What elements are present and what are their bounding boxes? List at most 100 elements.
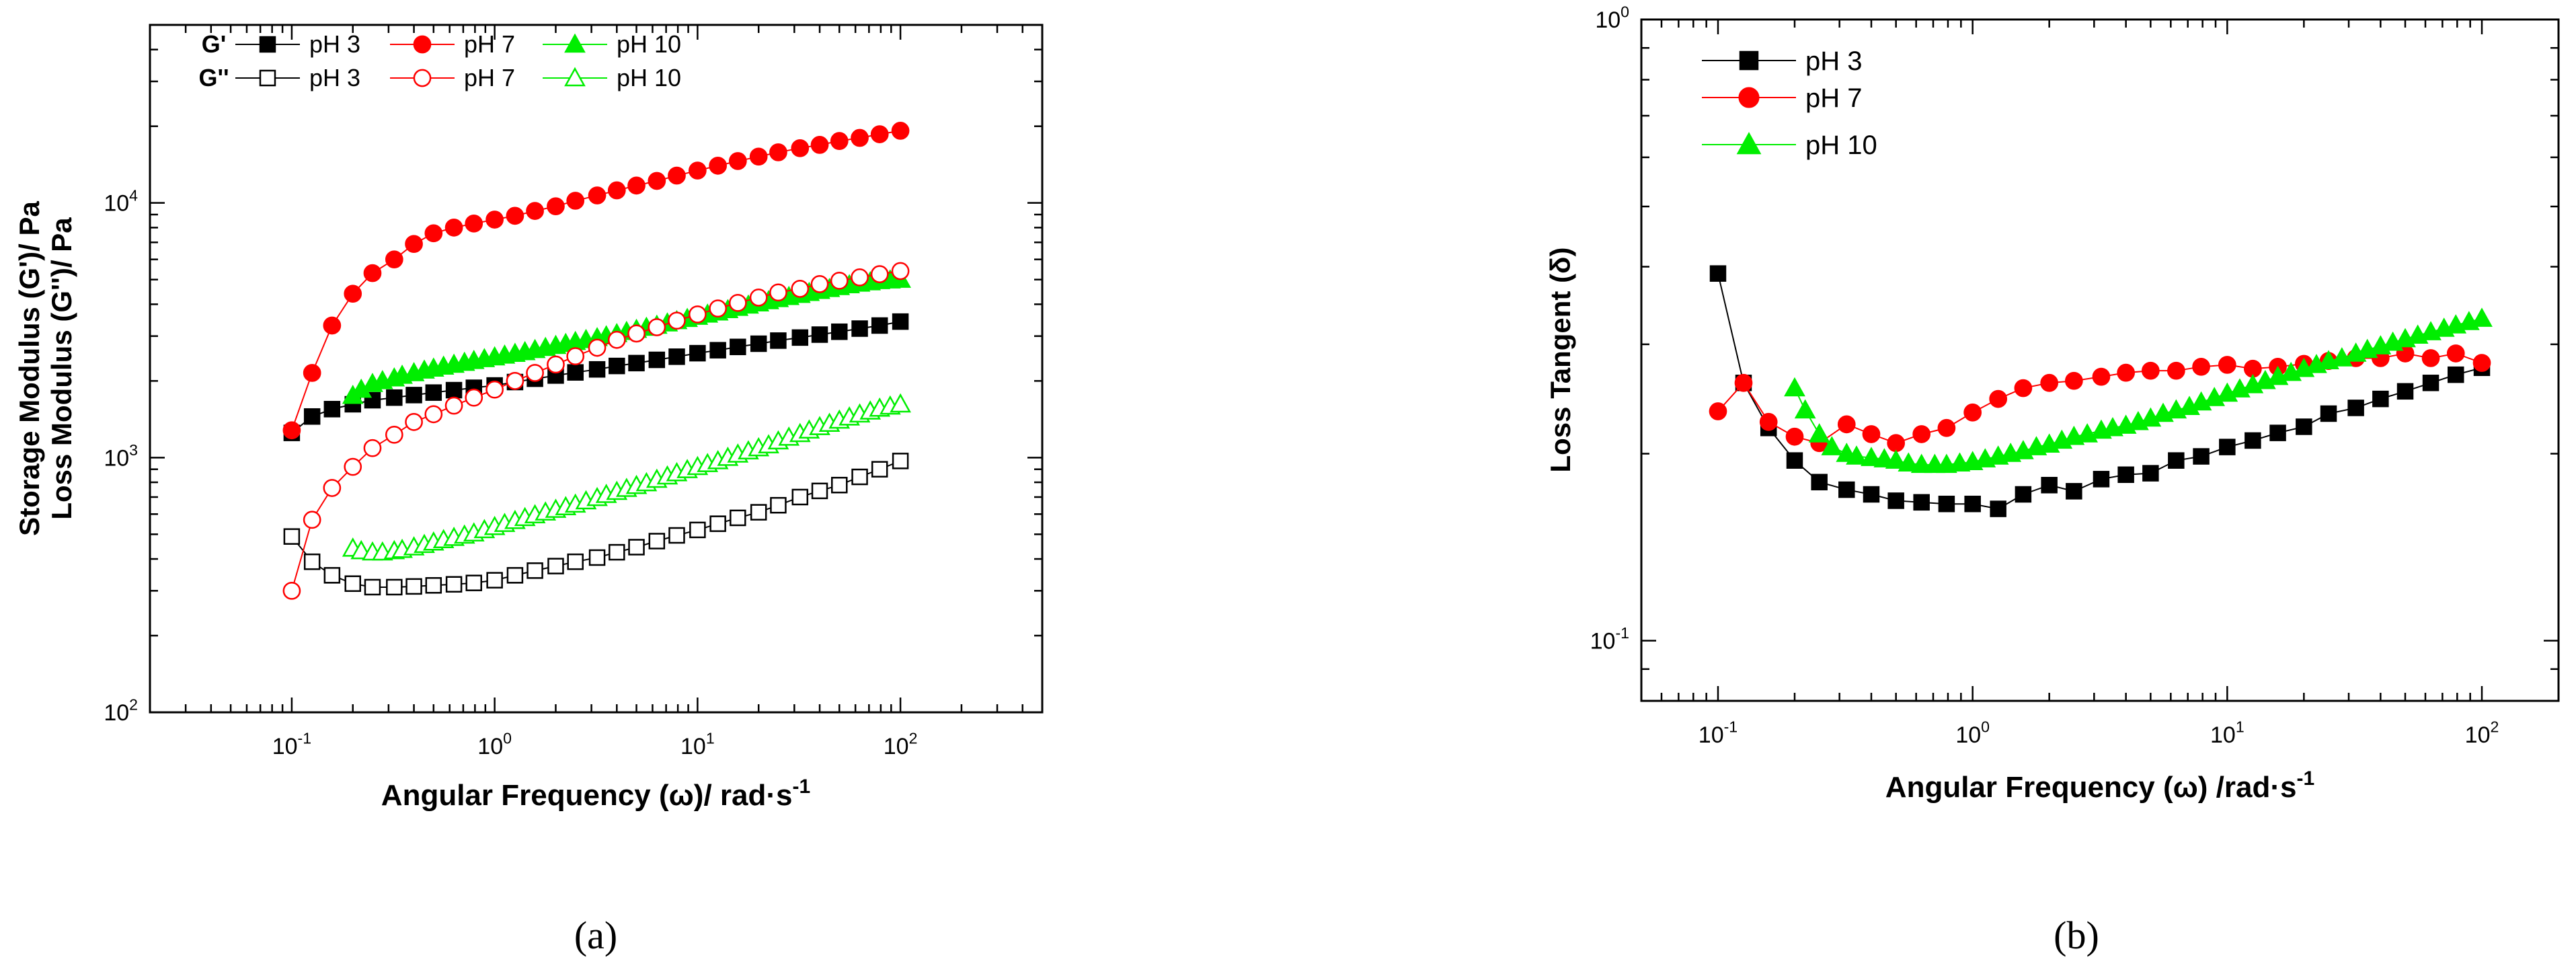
data-point	[465, 574, 482, 591]
panel-a-legend: G' pH 3 pH 7 pH 10 G'' pH 3 pH 7 pH 10	[198, 30, 681, 91]
panel-b-legend: pH 3 pH 7 pH 10	[1702, 46, 1877, 160]
x-tick-label: 100	[477, 730, 512, 759]
data-point	[831, 323, 848, 340]
panel-a-xlabel: Angular Frequency (ω)/ rad·s-1	[381, 776, 810, 812]
data-point	[2141, 361, 2160, 380]
data-point	[810, 275, 829, 293]
data-point	[588, 549, 606, 566]
data-point	[465, 214, 483, 233]
data-point	[770, 496, 787, 514]
data-point	[668, 311, 686, 330]
data-point	[465, 388, 483, 407]
data-point	[1709, 265, 1727, 282]
data-point	[648, 172, 666, 190]
data-point	[567, 364, 584, 381]
data-point	[2142, 465, 2159, 482]
data-point	[2066, 483, 2082, 500]
data-point	[526, 202, 544, 220]
data-point	[628, 354, 645, 372]
data-point	[689, 305, 707, 324]
data-point	[810, 136, 829, 154]
data-point	[588, 186, 607, 204]
data-point	[445, 576, 463, 593]
data-point	[566, 192, 585, 210]
data-point	[831, 476, 848, 494]
y-tick-label: 102	[104, 696, 138, 726]
data-point	[1808, 423, 1830, 443]
data-point	[385, 425, 403, 444]
panel-b-ticks: 10-1 100 101 102 10-1 100	[1590, 3, 2560, 748]
data-point	[2014, 379, 2033, 398]
data-point	[1862, 425, 1881, 443]
data-point	[769, 283, 787, 302]
legend-entry-label: pH 7	[1805, 83, 1863, 113]
legend-marker	[564, 67, 586, 87]
data-point	[851, 320, 868, 337]
data-point	[506, 206, 524, 225]
data-point	[791, 329, 809, 346]
data-point	[2269, 424, 2286, 441]
data-point	[323, 567, 341, 584]
data-point	[385, 250, 403, 269]
x-tick-label: 10-1	[1699, 718, 1738, 748]
data-point	[363, 264, 382, 282]
data-point	[526, 562, 543, 579]
legend-marker	[564, 33, 586, 53]
data-point	[730, 509, 746, 527]
legend-marker	[259, 36, 276, 53]
data-point	[588, 338, 607, 357]
data-point	[1937, 418, 1956, 437]
data-point	[892, 313, 909, 330]
legend-entry-label: pH 10	[617, 30, 681, 58]
data-point	[506, 567, 524, 584]
x-tick-label: 101	[680, 730, 715, 759]
data-point	[1846, 445, 1867, 465]
data-point	[689, 344, 706, 362]
data-point	[526, 364, 544, 382]
data-point	[2040, 373, 2059, 392]
data-point	[709, 515, 726, 532]
x-tick-label: 102	[884, 730, 918, 759]
data-point	[2093, 471, 2110, 488]
panel-b-frame	[1640, 18, 2560, 702]
data-point	[425, 577, 442, 594]
panel-b-ylabel: Loss Tangent (δ)	[1545, 247, 1576, 472]
data-point	[1963, 403, 1982, 422]
data-point	[890, 393, 911, 413]
data-point	[607, 330, 626, 349]
data-point	[282, 421, 301, 440]
data-point	[303, 511, 321, 529]
data-point	[1989, 389, 2008, 408]
data-point	[1794, 399, 1816, 419]
data-point	[607, 181, 626, 200]
panel-a-ylabel-line2: Loss Modulus (G'')/ Pa	[46, 217, 77, 520]
data-point	[445, 381, 463, 399]
data-point	[344, 457, 362, 476]
data-point	[303, 408, 321, 425]
data-point	[628, 539, 645, 556]
data-point	[648, 533, 666, 550]
data-point	[364, 578, 381, 596]
data-point	[405, 413, 423, 431]
data-point	[363, 439, 382, 457]
data-point	[1785, 427, 1804, 446]
data-point	[444, 219, 463, 237]
data-point	[668, 348, 685, 365]
data-point	[689, 521, 706, 539]
data-point	[566, 347, 585, 366]
data-point	[1837, 415, 1856, 434]
panel-b-series	[1709, 265, 2493, 517]
y-tick-label: 103	[104, 441, 138, 471]
data-point	[870, 125, 889, 143]
data-point	[892, 453, 909, 469]
data-point	[2015, 486, 2032, 503]
legend-entry-label: pH 7	[464, 30, 515, 58]
data-point	[485, 211, 504, 229]
data-point	[770, 332, 787, 349]
data-point	[2471, 307, 2493, 327]
data-point	[1786, 452, 1803, 469]
data-point	[2192, 357, 2210, 376]
data-point	[1938, 495, 1955, 513]
